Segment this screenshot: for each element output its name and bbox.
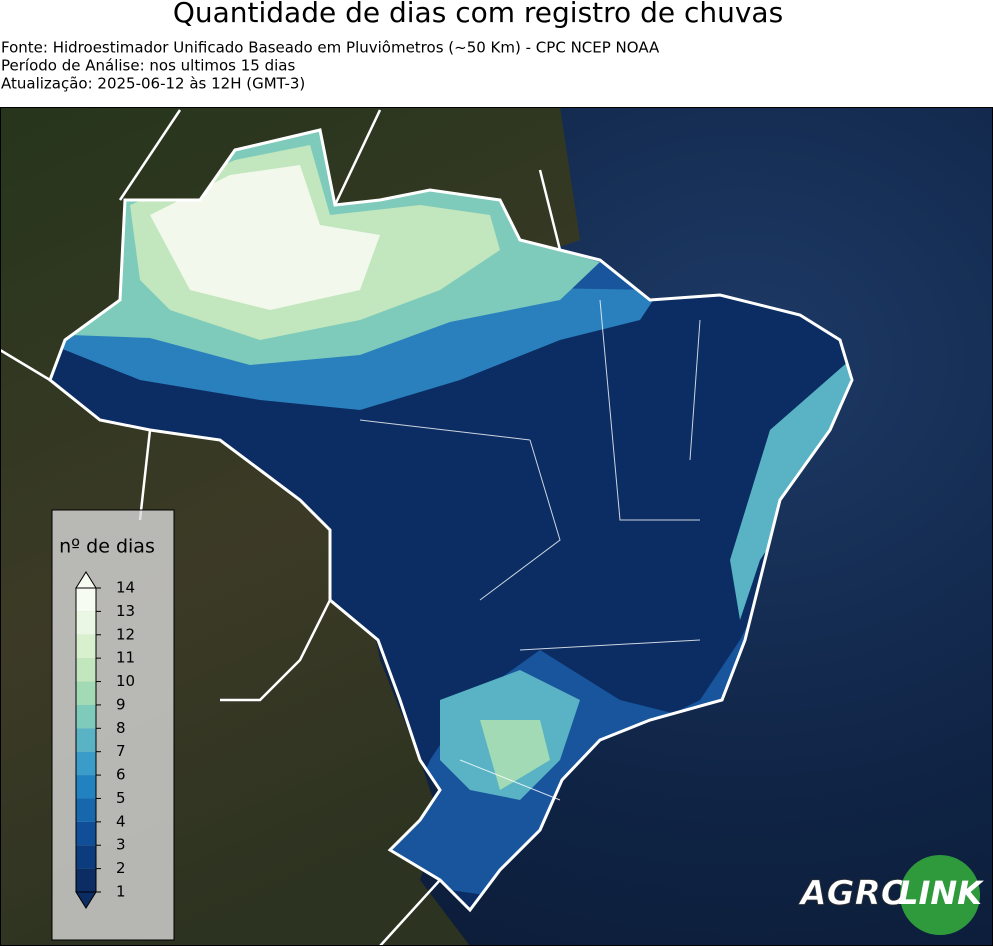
map	[0, 107, 993, 946]
legend-box	[51, 509, 175, 941]
colorbar-segment	[76, 611, 96, 635]
colorbar-segment	[76, 658, 96, 682]
colorbar-segment	[76, 704, 96, 729]
colorbar-tick-label: 14	[116, 579, 135, 597]
borders	[0, 109, 562, 946]
colorbar-tick-label: 10	[116, 672, 135, 690]
colorbar-segment	[76, 588, 96, 612]
colorbar-tick-label: 2	[116, 859, 126, 877]
colorbar-segment	[76, 798, 96, 822]
colorbar-tick-label: 9	[116, 695, 126, 713]
period-line: Período de Análise: nos ultimos 15 dias	[1, 57, 295, 75]
colorbar-segment	[76, 634, 96, 659]
colorbar-segment	[76, 681, 96, 705]
colorbar-segment	[76, 728, 96, 752]
colorbar-segment	[76, 868, 96, 892]
source-line: Fonte: Hidroestimador Unificado Baseado …	[1, 39, 660, 57]
colorbar-tick-label: 7	[116, 742, 126, 760]
legend-title: nº de dias	[59, 536, 155, 558]
logo-circle	[900, 855, 980, 935]
colorbar-tick-label: 3	[116, 836, 126, 854]
logo-right: LINK	[898, 874, 984, 912]
colorbar-tick-label: 5	[116, 789, 126, 807]
colorbar-segment	[76, 845, 96, 869]
colorbar-tick-label: 13	[116, 602, 135, 620]
colorbar-frame	[75, 587, 97, 893]
colorbar-tick-label: 4	[116, 812, 126, 830]
colorbar-segment	[76, 821, 96, 846]
colorbar-segment	[76, 751, 96, 776]
colorbar-tick-label: 6	[116, 766, 126, 784]
colorbar-tick-label: 11	[116, 649, 135, 667]
header-bg	[0, 0, 993, 107]
colorbar-tick-label: 8	[116, 719, 126, 737]
colorbar-segment	[76, 775, 96, 799]
logo: AGRO LINK	[797, 855, 984, 935]
state-borders	[359, 299, 701, 801]
colorbar-tick-label: 1	[116, 883, 126, 901]
title: Quantidade de dias com registro de chuva…	[173, 0, 783, 29]
update-line: Atualização: 2025-06-12 às 12H (GMT-3)	[1, 75, 305, 93]
colorbar-tick-label: 12	[116, 625, 135, 643]
logo-left: AGRO	[797, 874, 909, 914]
